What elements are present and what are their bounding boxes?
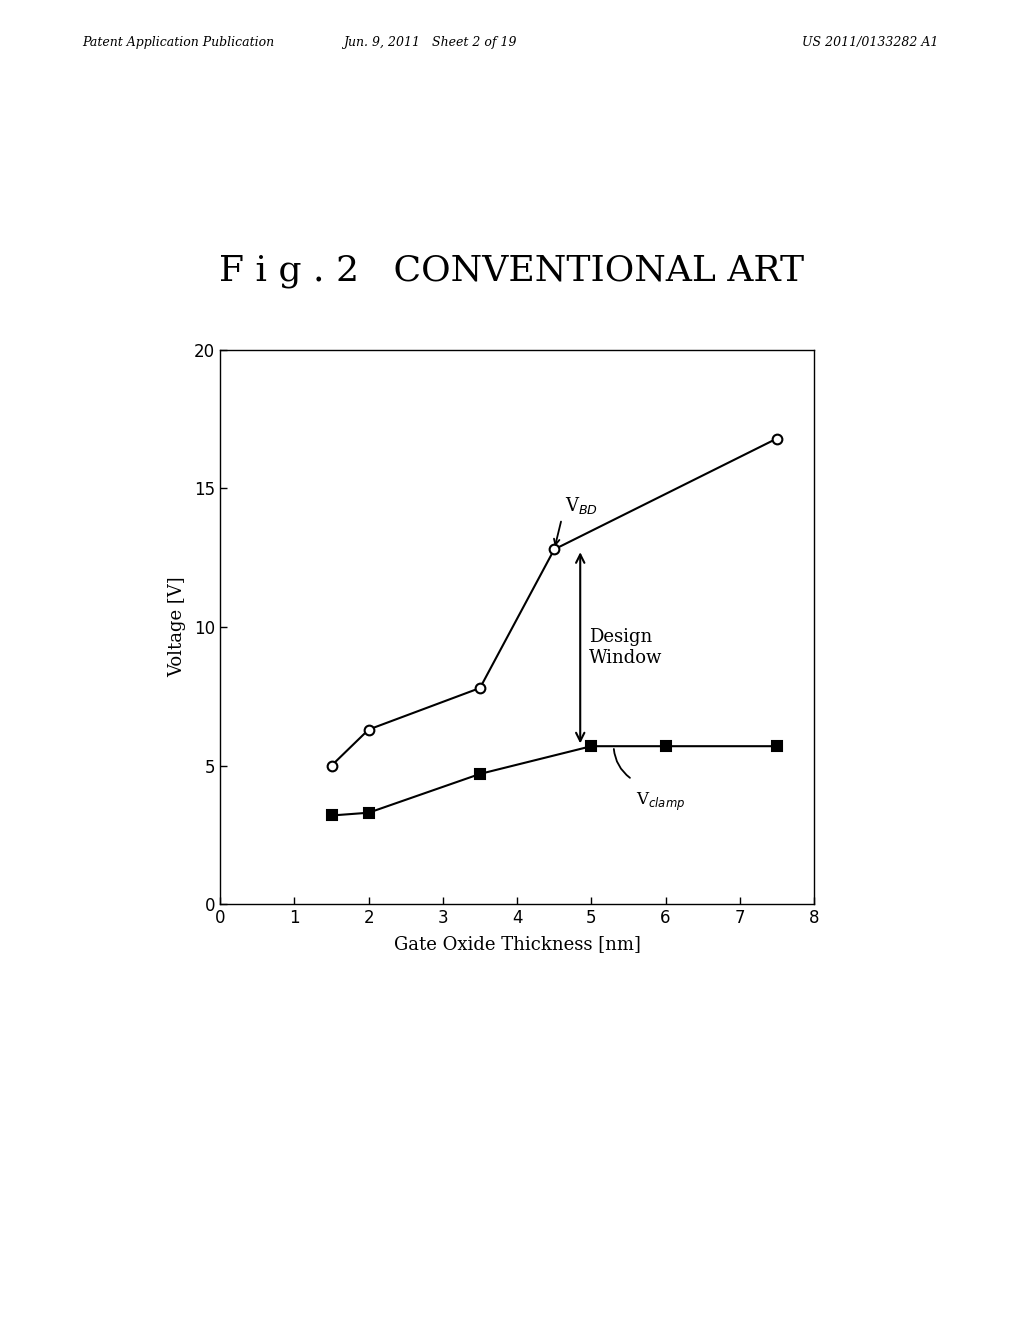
- Text: $\mathregular{V}_{BD}$: $\mathregular{V}_{BD}$: [565, 495, 598, 516]
- X-axis label: Gate Oxide Thickness [nm]: Gate Oxide Thickness [nm]: [393, 936, 641, 953]
- Text: Design
Window: Design Window: [589, 628, 663, 667]
- Text: F i g . 2   CONVENTIONAL ART: F i g . 2 CONVENTIONAL ART: [219, 253, 805, 288]
- Text: $\mathregular{V}_{clamp}$: $\mathregular{V}_{clamp}$: [636, 791, 685, 813]
- Text: US 2011/0133282 A1: US 2011/0133282 A1: [802, 36, 939, 49]
- Y-axis label: Voltage [V]: Voltage [V]: [168, 577, 185, 677]
- Text: Jun. 9, 2011   Sheet 2 of 19: Jun. 9, 2011 Sheet 2 of 19: [343, 36, 517, 49]
- Text: Patent Application Publication: Patent Application Publication: [82, 36, 274, 49]
